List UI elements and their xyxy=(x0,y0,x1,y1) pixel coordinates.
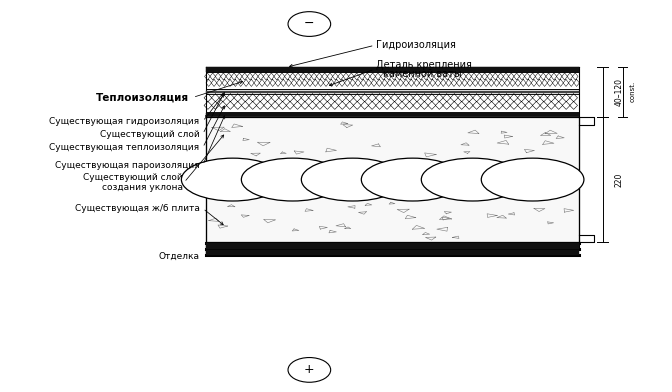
Bar xyxy=(206,94,579,112)
Text: Существующая пароизоляция: Существующая пароизоляция xyxy=(54,161,200,170)
Text: каменной ваты: каменной ваты xyxy=(382,69,461,79)
Circle shape xyxy=(288,12,331,36)
Text: Существующая ж/б плита: Существующая ж/б плита xyxy=(75,204,200,213)
Ellipse shape xyxy=(181,158,284,201)
Text: Гидроизоляция: Гидроизоляция xyxy=(376,40,456,50)
Bar xyxy=(206,67,579,73)
Text: −: − xyxy=(304,17,314,30)
Ellipse shape xyxy=(481,158,584,201)
Bar xyxy=(206,113,579,116)
Text: Существующая теплоизоляция: Существующая теплоизоляция xyxy=(49,143,200,152)
Ellipse shape xyxy=(421,158,524,201)
Ellipse shape xyxy=(362,158,464,201)
Bar xyxy=(206,243,579,249)
Text: Теплоизоляция: Теплоизоляция xyxy=(96,93,190,102)
Text: Существующий слой: Существующий слой xyxy=(99,130,200,139)
Text: 40–120: 40–120 xyxy=(615,78,624,106)
Bar xyxy=(206,250,579,255)
Text: Отделка: Отделка xyxy=(159,251,200,260)
Text: Существующая гидроизоляция: Существующая гидроизоляция xyxy=(49,117,200,126)
Text: Существующий слой: Существующий слой xyxy=(83,173,183,182)
Text: Деталь крепления: Деталь крепления xyxy=(376,60,472,70)
Ellipse shape xyxy=(301,158,404,201)
Circle shape xyxy=(288,358,331,382)
Text: 220: 220 xyxy=(615,172,624,187)
Bar xyxy=(206,73,579,89)
Bar xyxy=(206,91,579,93)
Text: +: + xyxy=(304,363,314,376)
Text: const.: const. xyxy=(629,81,635,102)
Ellipse shape xyxy=(241,158,344,201)
Text: создания уклона: создания уклона xyxy=(101,183,183,192)
Bar xyxy=(206,117,579,242)
